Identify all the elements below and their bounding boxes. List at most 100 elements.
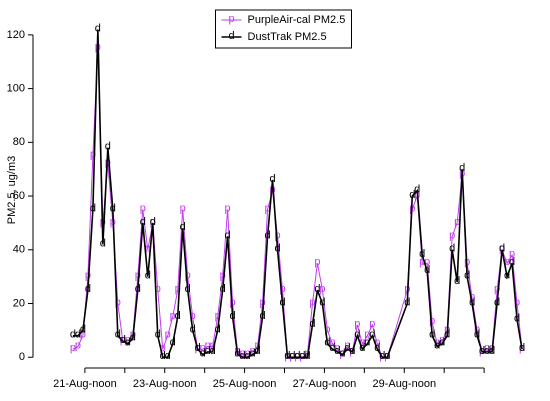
point-marker: p <box>274 229 280 241</box>
point-marker: d <box>220 283 226 295</box>
x-tick-label: 25-Aug-noon <box>213 378 277 390</box>
y-tick-label: 40 <box>13 244 25 256</box>
point-marker: p <box>354 318 360 330</box>
point-marker: d <box>504 270 510 282</box>
legend-label: PurpleAir-cal PM2.5 <box>248 14 346 26</box>
point-marker: d <box>514 313 520 325</box>
point-marker: p <box>299 350 305 362</box>
y-tick-label: 0 <box>19 351 25 363</box>
point-marker: p <box>115 296 121 308</box>
point-marker: p <box>205 339 211 351</box>
point-marker: d <box>135 283 141 295</box>
point-marker: p <box>329 337 335 349</box>
point-marker: p <box>240 347 246 359</box>
point-marker: p <box>429 315 435 327</box>
point-marker: d <box>419 248 425 260</box>
y-tick-label: 60 <box>13 190 25 202</box>
point-marker: d <box>299 350 305 362</box>
point-marker: d <box>150 216 156 228</box>
point-marker: d <box>344 342 350 354</box>
point-marker: p <box>135 270 141 282</box>
point-marker: d <box>334 345 340 357</box>
point-marker: d <box>449 243 455 255</box>
legend-marker: p <box>228 13 234 25</box>
point-marker: p <box>245 347 251 359</box>
point-marker: p <box>359 337 365 349</box>
point-marker: d <box>369 329 375 341</box>
point-marker: p <box>145 243 151 255</box>
legend-label: DustTrak PM2.5 <box>248 31 327 43</box>
point-marker: p <box>434 337 440 349</box>
point-marker: p <box>160 342 166 354</box>
point-marker: d <box>319 296 325 308</box>
point-marker: d <box>254 345 260 357</box>
point-marker: d <box>509 256 515 268</box>
point-marker: p <box>424 256 430 268</box>
point-marker: d <box>160 350 166 362</box>
point-marker: p <box>419 256 425 268</box>
point-marker: p <box>90 149 96 161</box>
point-marker: p <box>165 329 171 341</box>
series-line <box>72 29 523 359</box>
point-marker: p <box>309 296 315 308</box>
point-marker: d <box>225 229 231 241</box>
point-marker: d <box>155 329 161 341</box>
point-marker: p <box>469 291 475 303</box>
point-marker: p <box>75 339 81 351</box>
point-marker: d <box>210 345 216 357</box>
point-marker: d <box>434 339 440 351</box>
point-marker: d <box>279 296 285 308</box>
point-marker: d <box>454 275 460 287</box>
point-marker: d <box>304 350 310 362</box>
point-marker: d <box>170 337 176 349</box>
point-marker: d <box>519 342 525 354</box>
point-marker: d <box>205 345 211 357</box>
point-marker: p <box>155 283 161 295</box>
point-marker: d <box>90 202 96 214</box>
point-marker: d <box>459 162 465 174</box>
point-marker: d <box>364 337 370 349</box>
x-tick-label: 21-Aug-noon <box>53 378 117 390</box>
point-marker: p <box>215 310 221 322</box>
point-marker: d <box>484 345 490 357</box>
point-marker: d <box>384 350 390 362</box>
point-marker: d <box>80 323 86 335</box>
point-marker: p <box>80 329 86 341</box>
point-marker: d <box>379 350 385 362</box>
point-marker: d <box>309 318 315 330</box>
point-marker: d <box>105 141 111 153</box>
point-marker: p <box>449 229 455 241</box>
point-marker: p <box>150 216 156 228</box>
point-marker: p <box>369 318 375 330</box>
point-marker: p <box>185 270 191 282</box>
point-marker: p <box>85 270 91 282</box>
point-marker: p <box>324 323 330 335</box>
point-marker: p <box>509 248 515 260</box>
point-marker: p <box>319 283 325 295</box>
point-marker: d <box>404 296 410 308</box>
point-marker: d <box>489 345 495 357</box>
point-marker: d <box>339 347 345 359</box>
point-marker: p <box>264 202 270 214</box>
point-marker: p <box>374 337 380 349</box>
point-marker: p <box>70 342 76 354</box>
y-tick-label: 120 <box>7 29 25 41</box>
point-marker: p <box>494 283 500 295</box>
point-marker: p <box>175 283 181 295</box>
point-marker: p <box>454 216 460 228</box>
point-marker: p <box>225 202 231 214</box>
point-marker: d <box>245 350 251 362</box>
point-marker: d <box>115 329 121 341</box>
point-marker: d <box>264 229 270 241</box>
point-marker: d <box>175 310 181 322</box>
point-marker: d <box>414 184 420 196</box>
point-marker: d <box>230 310 236 322</box>
point-marker: d <box>439 337 445 349</box>
point-marker: p <box>344 339 350 351</box>
point-marker: d <box>200 347 206 359</box>
point-marker: d <box>110 202 116 214</box>
point-marker: p <box>259 296 265 308</box>
legend-marker: d <box>228 30 234 42</box>
point-marker: d <box>424 264 430 276</box>
point-marker: d <box>269 173 275 185</box>
